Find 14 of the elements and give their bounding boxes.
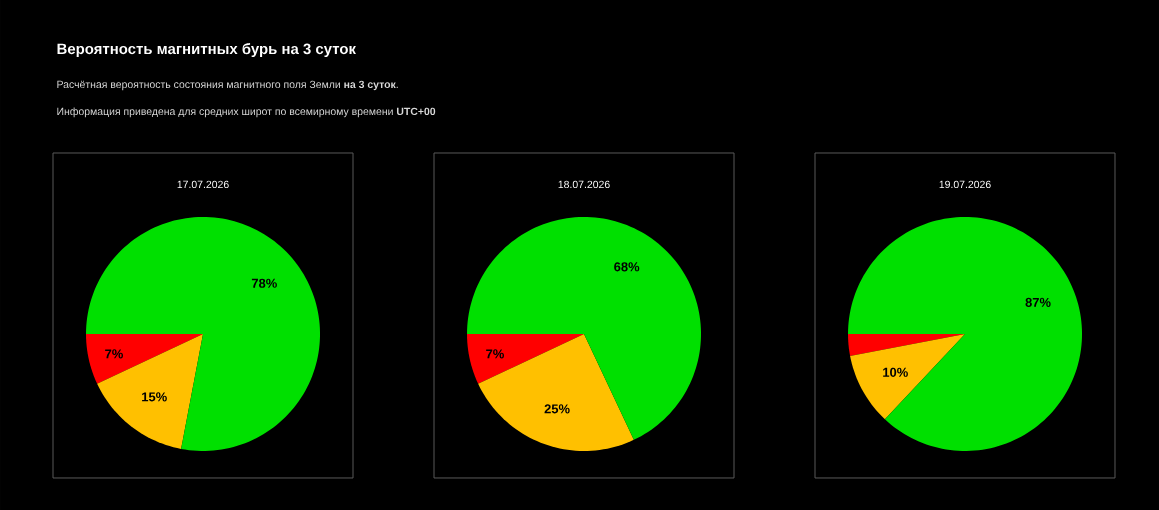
data-label: 25% [544,404,570,414]
data-label: 10% [883,367,908,377]
data-label: 68% [614,262,640,272]
chart-title: 18.07.2026 [558,180,610,189]
chart-title: 17.07.2026 [177,180,229,189]
data-label: 7% [486,349,504,359]
chart-title: 19.07.2026 [939,180,991,189]
text: Информация приведена для средних широт по всемирному времени UTC+00 [57,107,436,118]
data-label: 15% [142,392,167,402]
text: Вероятность магнитных бурь на 3 суток [57,43,356,58]
text: Расчётная вероятность состояния магнитного поля Земли на 3 суток. [57,80,398,91]
data-label: 87% [1025,297,1051,307]
data-label: 78% [251,278,277,288]
data-label: 7% [105,349,123,359]
